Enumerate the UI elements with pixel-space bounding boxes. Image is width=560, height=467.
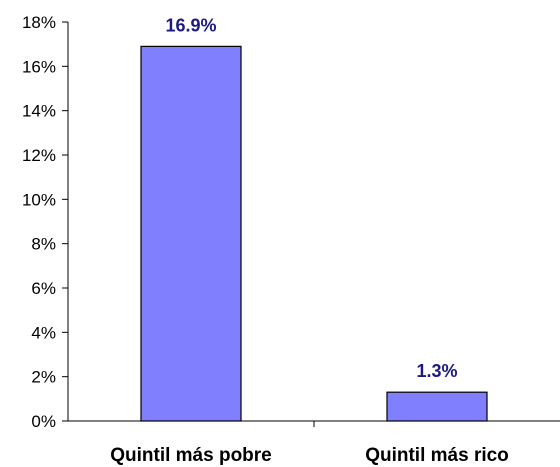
bars: 16.9% 1.3%	[140, 15, 488, 422]
data-label: 16.9%	[165, 15, 216, 35]
data-label: 1.3%	[416, 361, 457, 381]
y-tick-label: 0%	[31, 412, 56, 431]
bar	[140, 45, 242, 422]
y-tick-label: 16%	[22, 57, 56, 76]
axes: Quintil más pobre Quintil más rico	[67, 22, 560, 466]
y-tick-label: 2%	[31, 368, 56, 387]
y-tick-label: 12%	[22, 146, 56, 165]
y-tick-label: 6%	[31, 279, 56, 298]
y-tick-label: 14%	[22, 102, 56, 121]
y-tick-label: 4%	[31, 323, 56, 342]
y-axis-ticks: 0% 2% 4% 6% 8% 10% 12% 14% 16% 18%	[22, 13, 68, 431]
category-label: Quintil más pobre	[110, 445, 272, 466]
y-tick-label: 10%	[22, 190, 56, 209]
y-tick-label: 8%	[31, 235, 56, 254]
bar	[386, 391, 488, 422]
y-tick-label: 18%	[22, 13, 56, 32]
category-label: Quintil más rico	[365, 445, 509, 466]
